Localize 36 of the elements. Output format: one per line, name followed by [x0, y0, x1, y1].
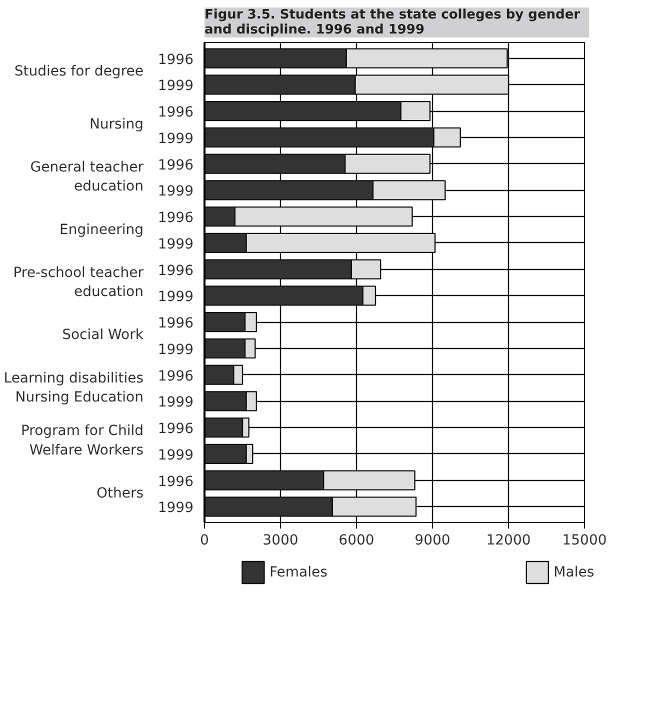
y-tick-label: 1999 — [158, 289, 194, 306]
x-tick-label: 9000 — [414, 532, 450, 548]
text: Studies for degree — [14, 64, 144, 80]
text: Engineering — [60, 222, 144, 238]
y-tick-label: 1999 — [158, 130, 194, 147]
x-tick-label: 0 — [200, 532, 209, 548]
y-tick-label: 1996 — [158, 421, 194, 438]
y-tick-label: 1996 — [158, 316, 194, 332]
y-tick-label: 1996 — [158, 52, 194, 68]
x-tick-label: 3000 — [262, 532, 298, 548]
text: Program for Child Welfare Workers — [20, 423, 144, 458]
text: General teacher education — [30, 159, 144, 195]
y-tick-label: 1999 — [158, 394, 194, 411]
y-tick-label: 1999 — [158, 236, 194, 252]
chart-title: Figur 3.5. Students at the state colleges by gender and discipline. 1996 and 1999 — [204, 8, 581, 38]
text: Learning disabilities Nursing Education — [4, 370, 144, 406]
text: Nursing — [89, 116, 144, 132]
y-tick-label: 1999 — [158, 342, 194, 358]
text: Pre-school teacher education — [13, 264, 144, 300]
y-tick-label: 1996 — [158, 262, 194, 279]
x-tick-label: 15000 — [562, 532, 607, 548]
text: Others — [96, 485, 144, 502]
legend-label: Females — [269, 564, 328, 580]
x-tick-label: 12000 — [486, 532, 531, 548]
y-tick-label: 1999 — [158, 447, 194, 464]
text: Social Work — [62, 327, 144, 344]
y-tick-label: 1999 — [158, 500, 194, 516]
y-tick-label: 1996 — [158, 210, 194, 226]
y-tick-label: 1996 — [158, 368, 194, 384]
y-tick-label: 1996 — [158, 474, 194, 490]
legend-label: Males — [554, 564, 594, 580]
y-tick-label: 1999 — [158, 184, 194, 200]
y-tick-label: 1999 — [158, 78, 194, 94]
x-tick-label: 6000 — [338, 532, 374, 548]
y-tick-label: 1996 — [158, 104, 194, 121]
y-tick-label: 1996 — [158, 157, 194, 174]
